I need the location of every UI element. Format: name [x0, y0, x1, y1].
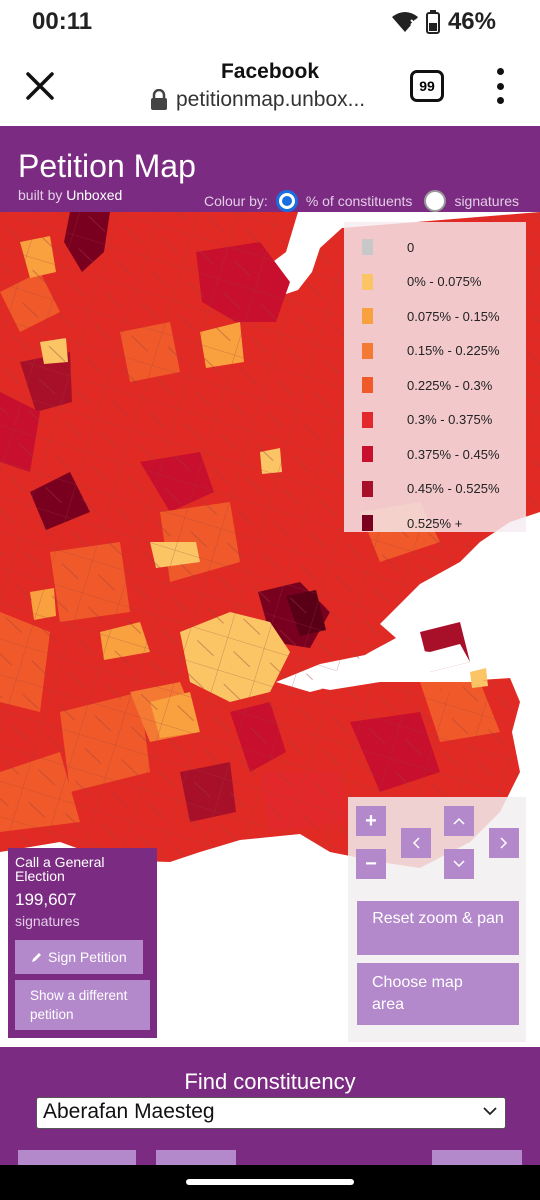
- system-nav-bar: [0, 1165, 540, 1200]
- constituency-select[interactable]: Aberafan Maesteg: [36, 1097, 506, 1129]
- legend-row: 0.525% +: [344, 506, 526, 541]
- status-time: 00:11: [32, 8, 93, 35]
- built-by-prefix: built by: [18, 187, 63, 203]
- wifi-icon: [391, 12, 418, 32]
- app-header: Petition Map built by Unboxed Colour by:…: [0, 126, 540, 212]
- legend-label: 0.075% - 0.15%: [407, 308, 500, 324]
- page-title: Petition Map: [18, 148, 196, 184]
- legend-row: 0.225% - 0.3%: [344, 368, 526, 403]
- legend-swatch: [362, 308, 373, 325]
- chevron-up-icon: [453, 817, 465, 825]
- legend-swatch: [362, 515, 373, 532]
- legend-swatch: [362, 273, 373, 290]
- chevron-down-icon: [453, 860, 465, 868]
- legend-swatch: [362, 411, 373, 428]
- url-text: petitionmap.unbox...: [176, 88, 366, 111]
- legend-swatch: [362, 480, 373, 497]
- signature-label: signatures: [15, 913, 80, 929]
- legend-swatch: [362, 377, 373, 394]
- sign-petition-button[interactable]: Sign Petition: [15, 940, 143, 974]
- battery-icon: [425, 10, 440, 34]
- chevron-right-icon: [500, 837, 508, 849]
- tabs-count-button[interactable]: 99: [410, 70, 444, 102]
- chevron-down-icon: [483, 1107, 497, 1116]
- legend-swatch: [362, 446, 373, 463]
- built-by: built by Unboxed: [18, 187, 122, 203]
- zoom-out-button[interactable]: −: [356, 849, 386, 879]
- legend-label: 0.3% - 0.375%: [407, 412, 493, 428]
- legend-label: 0.375% - 0.45%: [407, 446, 500, 462]
- reset-zoom-button[interactable]: Reset zoom & pan: [357, 901, 519, 955]
- unboxed-link[interactable]: Unboxed: [66, 187, 123, 203]
- legend-row: 0.45% - 0.525%: [344, 472, 526, 507]
- zoom-in-button[interactable]: +: [356, 806, 386, 836]
- percent-radio-label[interactable]: % of constituents: [305, 193, 413, 209]
- petition-card: Call a General Election 199,607 signatur…: [8, 848, 157, 1038]
- signatures-radio-label[interactable]: signatures: [454, 193, 520, 209]
- pan-right-button[interactable]: [489, 828, 519, 858]
- legend-label: 0.525% +: [407, 515, 463, 531]
- percent-radio[interactable]: [275, 190, 298, 212]
- find-constituency-title: Find constituency: [184, 1069, 356, 1094]
- pan-left-button[interactable]: [401, 828, 431, 858]
- legend-row: 0: [344, 230, 526, 265]
- legend-row: 0.15% - 0.225%: [344, 334, 526, 369]
- zoom-panel: + − Reset zoom & pan Choose map area: [348, 797, 526, 1042]
- map-area[interactable]: 0 0% - 0.075% 0.075% - 0.15% 0.15% - 0.225%…: [0, 212, 540, 1047]
- colour-by-label: Colour by:: [204, 193, 268, 209]
- legend-row: 0% - 0.075%: [344, 265, 526, 300]
- battery-percent: 46%: [447, 8, 496, 35]
- signatures-radio[interactable]: [424, 190, 447, 212]
- legend-label: 0: [407, 239, 415, 255]
- legend-row: 0.3% - 0.375%: [344, 403, 526, 438]
- colour-by-control: Colour by: % of constituents signatures: [204, 190, 519, 212]
- signature-count: 199,607: [15, 890, 77, 909]
- pan-down-button[interactable]: [444, 849, 474, 879]
- constituency-select-value: Aberafan Maesteg: [43, 1100, 215, 1123]
- choose-map-area-button[interactable]: Choose map area: [357, 963, 519, 1025]
- sign-petition-label: Sign Petition: [48, 949, 127, 965]
- close-icon[interactable]: [20, 66, 60, 106]
- pan-up-button[interactable]: [444, 806, 474, 836]
- status-bar: 00:11 46%: [0, 0, 540, 46]
- home-handle[interactable]: [186, 1179, 354, 1185]
- browser-toolbar: Facebook petitionmap.unbox... 99: [0, 46, 540, 126]
- legend-swatch: [362, 239, 373, 256]
- browser-title: Facebook: [220, 60, 320, 83]
- petition-name: Call a General Election: [15, 854, 105, 884]
- legend-label: 0.225% - 0.3%: [407, 377, 493, 393]
- legend-label: 0.45% - 0.525%: [407, 481, 500, 497]
- chevron-left-icon: [412, 837, 420, 849]
- lock-icon: [151, 89, 167, 110]
- status-icons: 46%: [391, 8, 496, 36]
- map-legend: 0 0% - 0.075% 0.075% - 0.15% 0.15% - 0.225%…: [344, 222, 526, 532]
- pencil-icon: [32, 953, 41, 962]
- legend-label: 0.15% - 0.225%: [407, 343, 500, 359]
- legend-row: 0.075% - 0.15%: [344, 299, 526, 334]
- legend-row: 0.375% - 0.45%: [344, 437, 526, 472]
- legend-label: 0% - 0.075%: [407, 274, 482, 290]
- more-options-icon[interactable]: [492, 68, 508, 104]
- find-constituency-section: Find constituency Aberafan Maesteg: [0, 1047, 540, 1180]
- legend-swatch: [362, 342, 373, 359]
- show-different-petition-button[interactable]: Show a different petition: [15, 980, 150, 1030]
- url-bar[interactable]: petitionmap.unbox...: [150, 88, 390, 112]
